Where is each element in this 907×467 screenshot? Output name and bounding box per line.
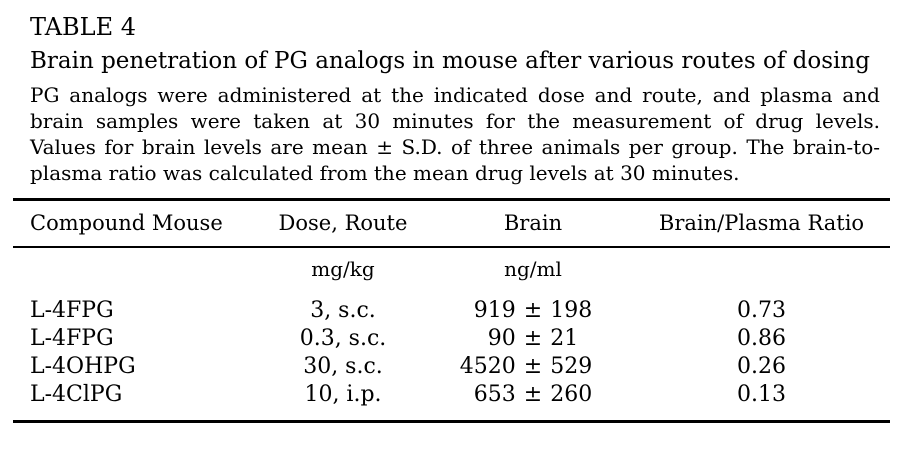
column-header-compound: Compound Mouse <box>13 199 253 248</box>
cell-brain: 90 ± 21 <box>433 325 633 353</box>
cell-brain: 653 ± 260 <box>433 381 633 422</box>
cell-dose-route: 0.3, s.c. <box>299 326 387 351</box>
column-header-brain-plasma-ratio: Brain/Plasma Ratio <box>633 199 890 248</box>
data-table: Compound Mouse Dose, Route Brain Brain/P… <box>13 198 890 423</box>
table-units-row: mg/kg ng/ml <box>13 247 890 297</box>
cell-ratio: 0.86 <box>737 326 786 351</box>
cell-dose-route: 3, s.c. <box>310 298 376 323</box>
plus-minus-sign: ± <box>523 298 543 323</box>
cell-brain: 4520 ± 529 <box>433 353 633 381</box>
brain-sd: 21 <box>550 326 579 351</box>
cell-compound: L-4FPG <box>30 326 114 351</box>
units-empty-compound <box>13 247 253 297</box>
cell-dose-route: 10, i.p. <box>304 382 382 407</box>
table-row: L-4OHPG 30, s.c. 4520 ± 529 0.26 <box>13 353 890 381</box>
brain-value: 4520 ± 529 <box>454 353 612 381</box>
table-title: Brain penetration of PG analogs in mouse… <box>30 48 870 74</box>
table-row: L-4FPG 3, s.c. 919 ± 198 0.73 <box>13 297 890 325</box>
cell-compound: L-4FPG <box>30 298 114 323</box>
brain-mean: 4520 <box>459 354 516 379</box>
cell-dose-route: 30, s.c. <box>303 354 383 379</box>
brain-value: 653 ± 260 <box>454 381 612 409</box>
cell-compound: L-4ClPG <box>30 382 123 407</box>
brain-mean: 90 <box>487 326 516 351</box>
plus-minus-sign: ± <box>523 382 543 407</box>
cell-brain: 919 ± 198 <box>433 297 633 325</box>
cell-ratio: 0.73 <box>737 298 786 323</box>
units-dose: mg/kg <box>311 257 375 281</box>
cell-ratio: 0.13 <box>737 382 786 407</box>
cell-ratio: 0.26 <box>737 354 786 379</box>
table-row: L-4FPG 0.3, s.c. 90 ± 21 0.86 <box>13 325 890 353</box>
table-header-row: Compound Mouse Dose, Route Brain Brain/P… <box>13 199 890 248</box>
cell-compound: L-4OHPG <box>30 354 136 379</box>
brain-value: 90 ± 21 <box>454 325 612 353</box>
brain-mean: 919 <box>473 298 516 323</box>
brain-sd: 260 <box>550 382 593 407</box>
brain-value: 919 ± 198 <box>454 297 612 325</box>
brain-sd: 198 <box>550 298 593 323</box>
plus-minus-sign: ± <box>523 354 543 379</box>
table-caption: PG analogs were administered at the indi… <box>30 83 880 185</box>
table-label: TABLE 4 <box>30 13 137 41</box>
column-header-brain: Brain <box>433 199 633 248</box>
brain-mean: 653 <box>473 382 516 407</box>
units-empty-ratio <box>633 247 890 297</box>
table-row: L-4ClPG 10, i.p. 653 ± 260 0.13 <box>13 381 890 422</box>
paper-page: TABLE 4 Brain penetration of PG analogs … <box>0 13 907 467</box>
plus-minus-sign: ± <box>523 326 543 351</box>
column-header-dose-route: Dose, Route <box>253 199 433 248</box>
brain-sd: 529 <box>550 354 593 379</box>
units-brain: ng/ml <box>504 257 562 281</box>
